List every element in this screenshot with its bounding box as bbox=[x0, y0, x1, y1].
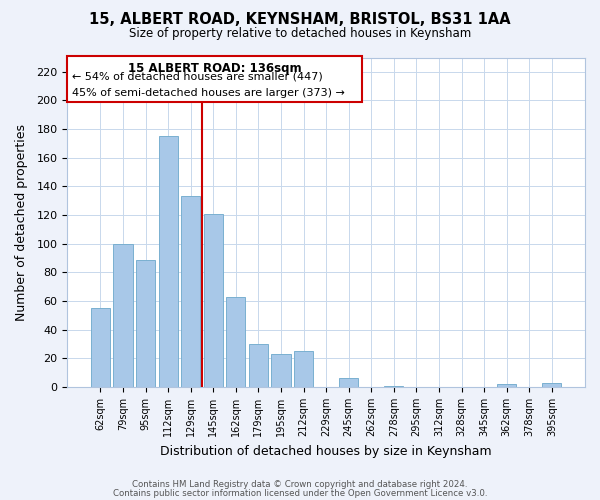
Bar bbox=[542, 383, 562, 387]
Text: 15 ALBERT ROAD: 136sqm: 15 ALBERT ROAD: 136sqm bbox=[128, 62, 302, 76]
FancyBboxPatch shape bbox=[67, 56, 362, 102]
Bar bbox=[249, 344, 268, 387]
Text: ← 54% of detached houses are smaller (447): ← 54% of detached houses are smaller (44… bbox=[73, 72, 323, 82]
Text: 15, ALBERT ROAD, KEYNSHAM, BRISTOL, BS31 1AA: 15, ALBERT ROAD, KEYNSHAM, BRISTOL, BS31… bbox=[89, 12, 511, 28]
Bar bbox=[384, 386, 403, 387]
Text: Contains public sector information licensed under the Open Government Licence v3: Contains public sector information licen… bbox=[113, 488, 487, 498]
Bar bbox=[294, 351, 313, 387]
Bar bbox=[226, 297, 245, 387]
Bar bbox=[271, 354, 290, 387]
Bar bbox=[113, 244, 133, 387]
Y-axis label: Number of detached properties: Number of detached properties bbox=[15, 124, 28, 321]
Bar bbox=[91, 308, 110, 387]
Text: Size of property relative to detached houses in Keynsham: Size of property relative to detached ho… bbox=[129, 28, 471, 40]
Bar bbox=[339, 378, 358, 387]
Bar bbox=[158, 136, 178, 387]
Bar bbox=[497, 384, 517, 387]
Text: Contains HM Land Registry data © Crown copyright and database right 2024.: Contains HM Land Registry data © Crown c… bbox=[132, 480, 468, 489]
Bar bbox=[203, 214, 223, 387]
Text: 45% of semi-detached houses are larger (373) →: 45% of semi-detached houses are larger (… bbox=[73, 88, 346, 98]
Bar bbox=[181, 196, 200, 387]
X-axis label: Distribution of detached houses by size in Keynsham: Distribution of detached houses by size … bbox=[160, 444, 492, 458]
Bar bbox=[136, 260, 155, 387]
